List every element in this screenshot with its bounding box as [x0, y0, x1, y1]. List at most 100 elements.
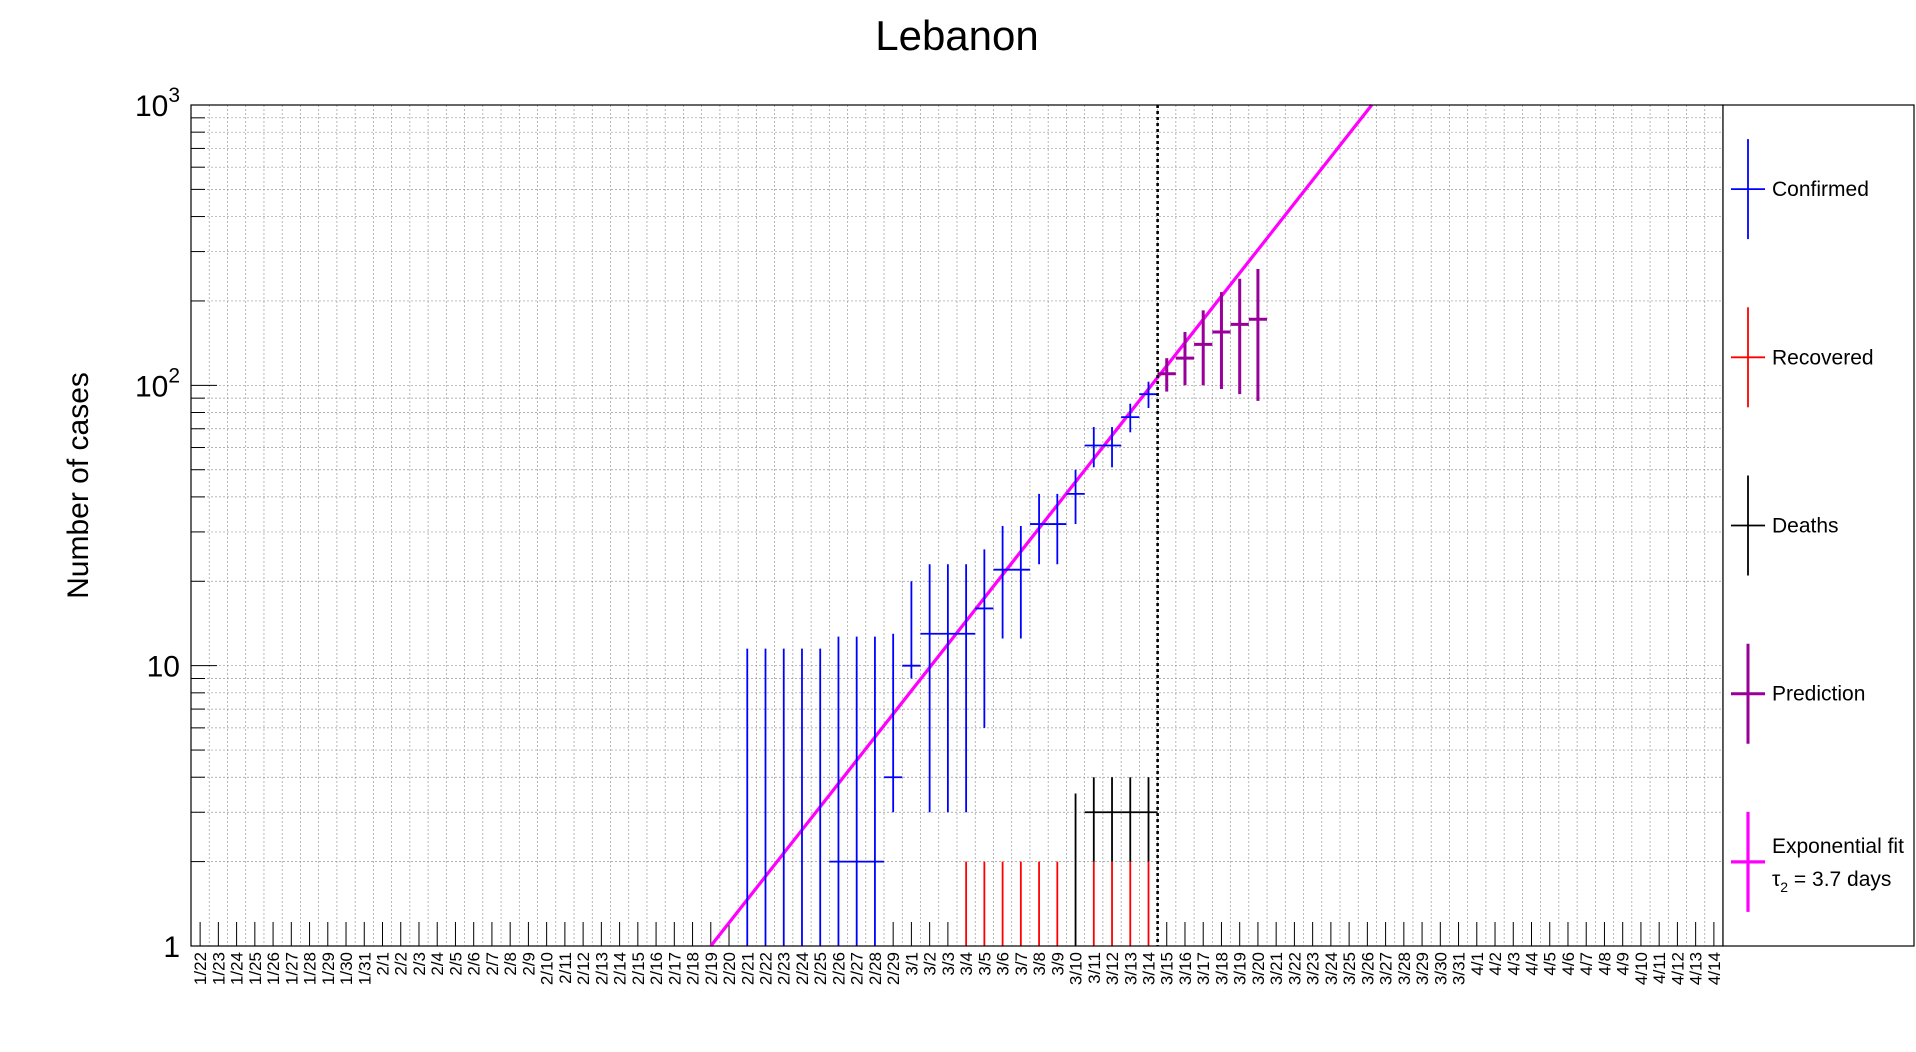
x-tick-label: 4/13 — [1687, 952, 1706, 985]
x-tick-label: 3/19 — [1231, 952, 1250, 985]
x-tick-label: 4/7 — [1577, 952, 1596, 976]
x-tick-label: 1/23 — [209, 952, 228, 985]
data-point — [1066, 469, 1085, 525]
x-tick-label: 3/27 — [1377, 952, 1396, 985]
legend-label: Deaths — [1772, 515, 1839, 538]
series-confirmed — [746, 381, 1158, 947]
data-point — [847, 636, 866, 946]
y-tick-label: 103 — [135, 84, 180, 123]
x-tick-label: 1/26 — [264, 952, 283, 985]
x-tick-label: 4/4 — [1523, 952, 1542, 976]
x-tick-label: 4/1 — [1468, 952, 1487, 976]
x-tick-label: 3/1 — [902, 952, 921, 976]
data-point — [1230, 278, 1249, 395]
x-tick-label: 3/28 — [1395, 952, 1414, 985]
x-tick-label: 2/27 — [848, 952, 867, 985]
x-tick-label: 3/24 — [1322, 952, 1341, 985]
y-tick-label-exponent: 2 — [168, 364, 180, 387]
x-tick-label: 4/6 — [1559, 952, 1578, 976]
data-point — [1102, 427, 1122, 468]
legend-entry-confirmed: Confirmed — [1731, 139, 1869, 240]
chart-title: Lebanon — [875, 12, 1039, 59]
x-tick-label: 3/4 — [957, 952, 976, 976]
x-tick-label: 3/3 — [939, 952, 958, 976]
data-point — [1157, 358, 1176, 392]
x-tick-label: 3/12 — [1103, 952, 1122, 985]
x-tick-label: 2/11 — [556, 952, 575, 984]
x-tick-label: 3/16 — [1176, 952, 1195, 985]
x-tick-label: 2/17 — [665, 952, 684, 985]
x-tick-label: 2/21 — [738, 952, 757, 985]
data-point — [1175, 331, 1195, 386]
x-tick-label: 3/17 — [1194, 952, 1213, 985]
legend-entry-deaths: Deaths — [1731, 475, 1839, 576]
legend-label: Recovered — [1772, 346, 1874, 369]
x-tick-label: 2/22 — [757, 952, 776, 985]
x-tick-label: 2/20 — [720, 952, 739, 985]
x-tick-label: 1/25 — [246, 952, 265, 985]
x-tick-label: 2/24 — [793, 952, 812, 985]
x-tick-label: 4/14 — [1705, 952, 1724, 985]
data-point — [993, 525, 1012, 639]
y-tick-label-exponent: 3 — [168, 84, 180, 107]
x-tick-label: 3/29 — [1413, 952, 1432, 985]
x-tick-label: 2/6 — [465, 952, 484, 976]
x-tick-label: 2/14 — [611, 952, 630, 985]
x-tick-label: 3/20 — [1249, 952, 1268, 985]
x-tick-label: 4/9 — [1614, 952, 1633, 976]
data-point — [938, 564, 957, 813]
data-point — [1248, 269, 1268, 401]
data-point — [1212, 292, 1231, 390]
data-point — [1139, 381, 1158, 409]
x-tick-label: 2/3 — [410, 952, 429, 976]
legend-entry-prediction: Prediction — [1731, 643, 1865, 744]
data-point — [957, 564, 976, 813]
series-prediction — [1157, 269, 1268, 401]
data-point — [1029, 493, 1049, 565]
legend-entry-recovered: Recovered — [1731, 307, 1874, 408]
x-tick-label: 2/8 — [501, 952, 520, 976]
x-tick-label: 2/15 — [629, 952, 648, 985]
data-point — [1048, 493, 1067, 565]
legend-label: Prediction — [1772, 683, 1865, 706]
series-deaths — [1074, 777, 1158, 947]
x-tick-label: 3/13 — [1121, 952, 1140, 985]
series-recovered — [965, 861, 1150, 947]
x-tick-label: 2/9 — [519, 952, 538, 976]
x-tick-label: 3/15 — [1158, 952, 1177, 985]
y-tick-label-base: 10 — [147, 651, 180, 684]
x-tick-label: 3/14 — [1140, 952, 1159, 985]
x-tick-label: 4/3 — [1504, 952, 1523, 976]
data-point — [1139, 777, 1158, 862]
legend-label: Confirmed — [1772, 178, 1869, 201]
x-tick-label: 3/25 — [1340, 952, 1359, 985]
y-axis-label: Number of cases — [62, 372, 95, 599]
data-point — [1011, 525, 1030, 639]
legend-note-symbol: τ — [1772, 868, 1781, 891]
data-point — [975, 549, 994, 728]
x-tick-label: 4/12 — [1668, 952, 1687, 985]
y-tick-label: 1 — [163, 931, 180, 964]
data-point — [902, 581, 921, 679]
x-tick-label: 2/19 — [702, 952, 721, 985]
x-tick-label: 1/28 — [301, 952, 320, 985]
x-tick-label: 2/28 — [866, 952, 885, 985]
x-tick-label: 4/5 — [1541, 952, 1560, 976]
data-point — [1084, 427, 1103, 468]
x-tick-label: 4/11 — [1650, 952, 1669, 984]
data-point — [1084, 777, 1103, 862]
x-tick-label: 2/12 — [574, 952, 593, 985]
x-tick-label: 3/31 — [1450, 952, 1469, 985]
x-tick-label: 1/24 — [228, 952, 247, 985]
data-point — [1121, 403, 1140, 433]
x-tick-label: 1/31 — [355, 952, 374, 985]
x-tick-label: 1/22 — [191, 952, 210, 985]
x-tick-labels: 1/22 1/23 1/24 1/25 1/26 1/27 1/28 1/29 1/30 1/31… — [191, 952, 1724, 985]
x-tick-label: 3/23 — [1304, 952, 1323, 985]
legend: Confirmed Recovered Deaths Prediction Expone… — [1722, 104, 1915, 947]
x-tick-label: 2/7 — [483, 952, 502, 976]
x-tick-label: 2/23 — [775, 952, 794, 985]
x-tick-label: 4/8 — [1595, 952, 1614, 976]
